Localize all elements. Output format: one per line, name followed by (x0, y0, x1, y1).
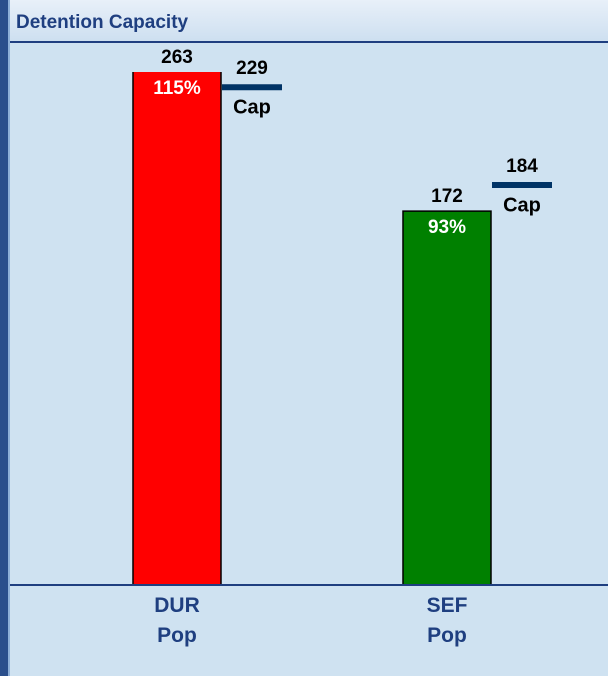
percent-label: 93% (428, 217, 466, 238)
cap-name-label: Cap (233, 96, 271, 118)
percent-label: 115% (153, 78, 201, 99)
x-tick-label: DUR Pop (154, 594, 200, 647)
left-frame-edge (8, 0, 10, 676)
chart-title: Detention Capacity (16, 12, 189, 33)
plot-area (132, 72, 492, 585)
x-tick-label: SEF Pop (426, 594, 468, 647)
cap-value-label: 229 (236, 58, 268, 79)
cap-value-label: 184 (506, 156, 538, 177)
value-label: 263 (161, 47, 193, 68)
left-frame (0, 0, 8, 676)
cap-name-label: Cap (503, 194, 541, 216)
bar (402, 210, 492, 585)
title-bar (0, 0, 608, 42)
value-label: 172 (431, 186, 463, 207)
bar (132, 72, 222, 585)
